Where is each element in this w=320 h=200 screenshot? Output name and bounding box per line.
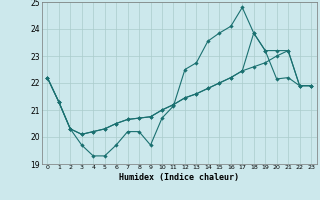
X-axis label: Humidex (Indice chaleur): Humidex (Indice chaleur) [119,173,239,182]
